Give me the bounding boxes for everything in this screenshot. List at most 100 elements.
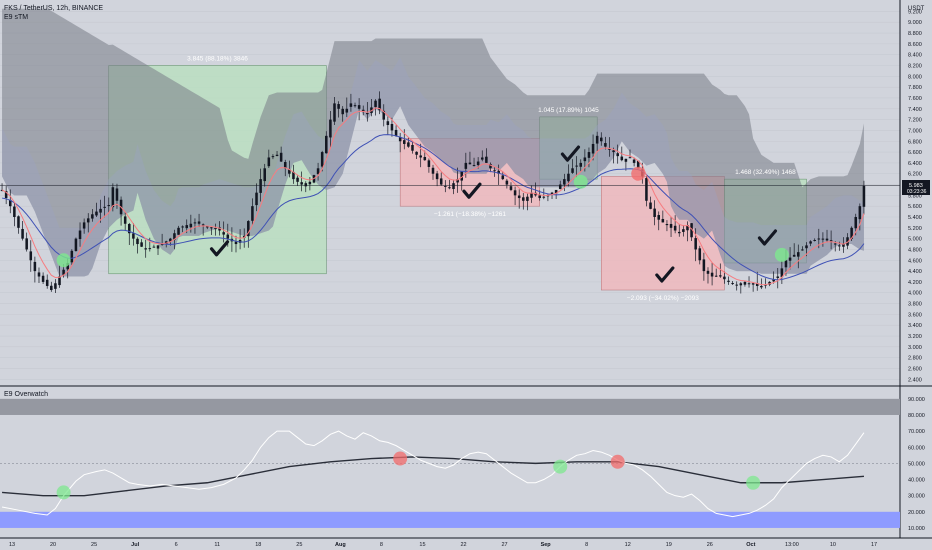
candle-body [657,215,661,220]
price-badge-value: 5.983 [909,183,923,189]
candle-body [719,275,722,277]
candle-body [669,223,673,228]
price-badge-countdown: 03:23:36 [907,189,927,195]
candle-body [25,238,28,250]
candle-body [727,280,730,282]
candle-body [427,160,431,167]
candle-body [620,156,624,161]
candle-body [760,285,763,288]
price-axis[interactable]: 2.400 2.600 2.800 3.000 3.200 3.400 3.600 3.800… [908,9,922,383]
price-tick-label: 8.400 [908,53,922,59]
candle-body [288,169,291,174]
candle-body [735,284,738,286]
candle-body [563,179,566,185]
candle-body [136,238,139,245]
time-tick-label: 25 [296,542,302,548]
candle-body [706,270,710,274]
candle-body [279,152,283,162]
candle-body [526,196,529,201]
candle-body [439,178,443,185]
price-tick-label: 5.800 [908,193,922,199]
candle-body [271,156,275,158]
candles [0,91,866,294]
candle-body [854,216,858,229]
oscillator [0,398,900,528]
indicator-name: E9 sTM [4,14,28,21]
check-mark [560,145,581,162]
candle-body [825,238,829,241]
price-tick-label: 6.600 [908,150,922,156]
check-mark [462,182,482,199]
candle-body [394,129,398,136]
candle-body [234,241,238,245]
price-tick-label: 3.400 [908,323,922,329]
candle-body [747,283,751,285]
candle-body [677,231,681,234]
osc-tick-label: 30.000 [908,494,925,500]
candle-body [337,104,340,109]
candle-body [444,185,447,187]
price-tick-label: 2.800 [908,356,922,362]
time-axis[interactable]: 13 20 25 Jul 6 11 18 25 Aug 8 15 22 27 Sep 8 12 19 26 Oct 1… [9,542,877,548]
candle-body [764,284,767,286]
candle-body [452,183,455,190]
candle-body [222,232,225,235]
price-tick-label: 9.200 [908,9,922,15]
candle-body [316,168,320,175]
osc-axis[interactable]: 10.000 20.000 30.000 40.000 50.000 60.000 70.0… [908,397,925,532]
candle-body [649,202,652,209]
time-tick-label: Aug [335,542,346,548]
price-tick-label: 3.800 [908,302,922,308]
candle-body [755,283,759,286]
signal-marker [573,174,588,189]
candle-body [259,179,262,193]
candle-body [238,239,242,243]
candle-body [772,279,775,282]
candle-body [111,187,115,208]
time-tick-label: 6 [175,542,178,548]
range-label: 1.468 (32.49%) 1468 [735,169,796,176]
candle-body [571,168,574,173]
candle-body [419,155,422,158]
candle-body [333,103,336,122]
osc-tick-label: 50.000 [908,461,925,467]
candle-body [37,272,41,277]
candle-body [489,163,492,169]
candle-body [686,225,689,231]
candle-body [579,162,583,167]
candle-body [550,192,554,195]
check-mark [655,266,675,283]
candle-body [345,108,349,113]
candle-body [448,187,451,189]
price-tick-label: 5.600 [908,204,922,210]
candle-body [558,184,562,189]
candle-body [201,224,205,226]
time-tick-label: 8 [380,542,383,548]
price-tick-label: 3.000 [908,345,922,351]
candle-body [431,167,435,174]
candle-body [776,276,780,278]
candle-body [91,214,94,219]
candle-body [13,206,16,217]
price-tick-label: 4.600 [908,258,922,264]
candle-body [472,165,476,167]
candle-body [468,162,472,165]
price-tick-label: 2.400 [908,377,922,383]
signal-marker [774,247,789,262]
candle-body [731,283,734,285]
time-tick-label: 10 [830,542,836,548]
osc-tick-label: 10.000 [908,526,925,532]
range-label: 1.045 (17.89%) 1045 [538,107,599,114]
time-tick-label: 13:00 [785,542,799,548]
candle-body [645,178,648,201]
candle-body [398,137,402,142]
candle-body [123,216,127,224]
candle-body [714,275,718,277]
candle-body [152,246,156,248]
candle-body [813,239,816,241]
candle-body [189,223,193,228]
candle-body [267,157,271,167]
price-tick-label: 4.200 [908,280,922,286]
time-tick-label: 20 [50,542,56,548]
osc-tick-label: 90.000 [908,397,925,403]
